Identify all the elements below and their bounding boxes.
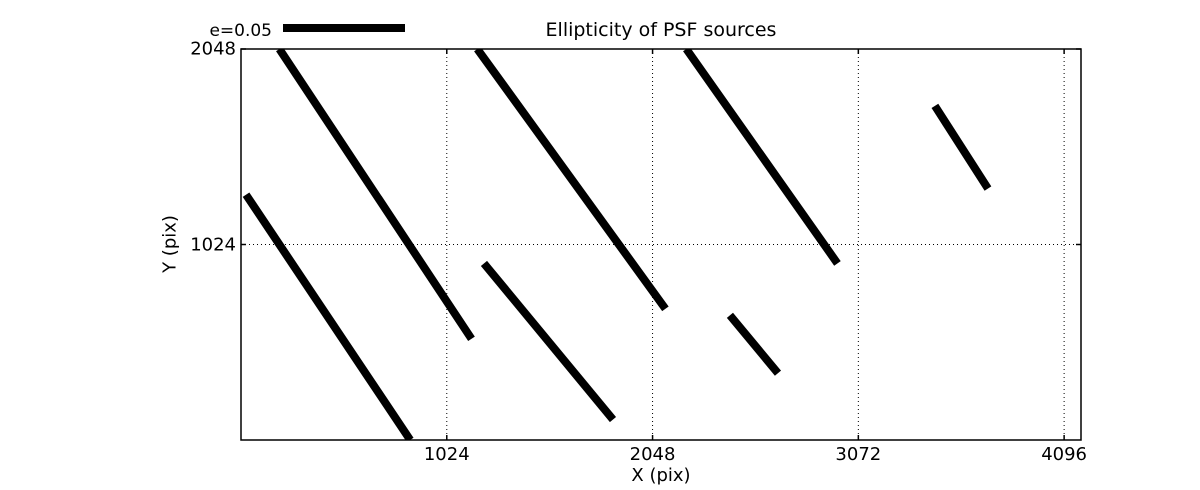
x-tick-label: 4096 — [1041, 444, 1088, 465]
legend-scale-bar — [283, 24, 405, 32]
y-axis-label-text: Y (pix) — [159, 215, 181, 273]
whisker-segment — [242, 192, 414, 440]
x-tick-label: 3072 — [835, 444, 882, 465]
x-tick-label: 1024 — [423, 444, 470, 465]
whisker-segment — [480, 260, 617, 423]
x-tick-label: 2048 — [629, 444, 676, 465]
whisker-segment — [683, 49, 841, 266]
y-tick-label: 1024 — [190, 234, 236, 255]
x-axis-label: X (pix) — [631, 465, 691, 486]
whisker-segment — [931, 103, 992, 191]
chart-title: Ellipticity of PSF sources — [545, 19, 777, 41]
legend-label: e=0.05 — [209, 21, 272, 41]
whisker-segment — [474, 49, 669, 312]
whisker-segment — [276, 49, 475, 342]
whisker-segment — [726, 312, 782, 376]
y-tick-label: 2048 — [190, 38, 236, 60]
